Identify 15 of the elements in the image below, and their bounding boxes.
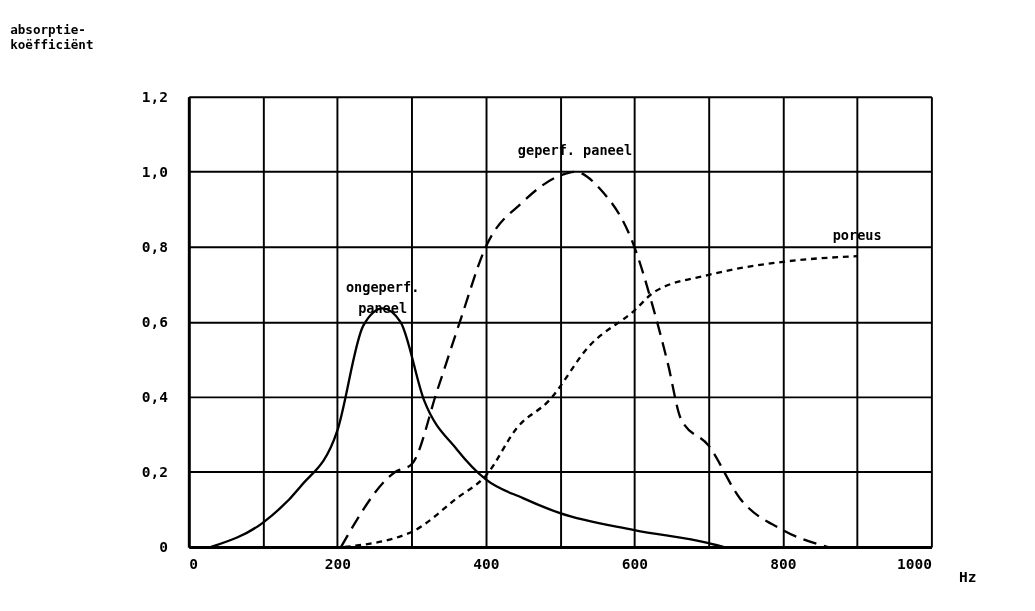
y-axis-title: absorptie- koëfficiënt xyxy=(10,22,94,52)
y-tick-label: 1,2 xyxy=(141,89,168,106)
x-tick-label: 800 xyxy=(770,555,797,572)
x-tick-label: 0 xyxy=(189,555,199,572)
y-tick-label: 0,6 xyxy=(141,314,168,331)
x-tick-label: 1000 xyxy=(896,555,932,572)
x-tick-label: 200 xyxy=(324,555,351,572)
y-tick-label: 0,8 xyxy=(141,239,168,256)
y-tick-label: 0,2 xyxy=(141,464,168,481)
x-tick-label: 400 xyxy=(473,555,500,572)
y-tick-label: 1,0 xyxy=(141,164,168,181)
y-tick-label: 0 xyxy=(159,539,168,556)
x-tick-label: 600 xyxy=(621,555,648,572)
y-tick-label: 0,4 xyxy=(141,389,169,406)
x-axis-title: Hz xyxy=(959,569,977,586)
